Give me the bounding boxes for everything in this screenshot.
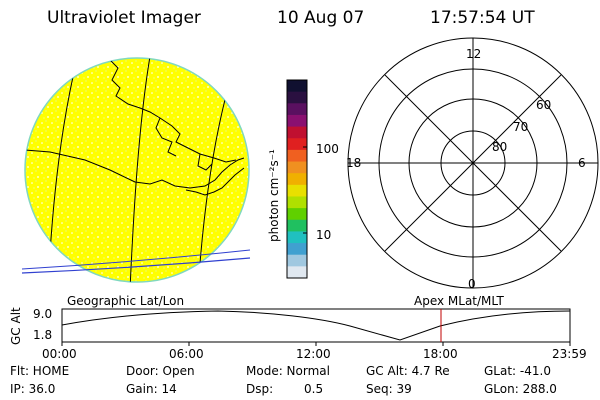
- altitude-tick-min: 1.8: [33, 328, 53, 342]
- seq-status: Seq: 39: [366, 382, 412, 396]
- date-label: 10 Aug 07: [277, 8, 365, 28]
- colorbar-tick-100: 100: [316, 142, 339, 156]
- colorbar-segment: [287, 184, 307, 197]
- colorbar: [286, 79, 308, 279]
- glat-status: GLat: -41.0: [484, 364, 551, 378]
- mode-status: Mode: Normal: [246, 364, 330, 378]
- altitude-plot: [61, 308, 571, 346]
- colorbar-segment: [287, 103, 307, 116]
- colorbar-segment: [287, 231, 307, 244]
- time-tick-0000: 00:00: [42, 347, 77, 361]
- geographic-disk: [21, 57, 251, 283]
- colorbar-frame: [286, 79, 308, 279]
- colorbar-segment: [287, 219, 307, 232]
- colorbar-segment: [287, 80, 307, 93]
- meridian-line: [129, 58, 153, 282]
- mlat-label-60: 60: [536, 98, 552, 112]
- polar-plot: [347, 37, 599, 289]
- time-tick-1800: 18:00: [423, 347, 458, 361]
- colorbar-segment: [287, 126, 307, 139]
- time-tick-2359: 23:59: [552, 347, 587, 361]
- door-status: Door: Open: [126, 364, 195, 378]
- gain-status: Gain: 14: [126, 382, 177, 396]
- mlat-label-70: 70: [513, 120, 529, 134]
- altitude-tick-max: 9.0: [33, 307, 53, 321]
- flight-status: Flt: HOME: [10, 364, 70, 378]
- mlt-label-6: 6: [578, 156, 586, 170]
- altitude-axis-label: GC Alt: [9, 307, 23, 345]
- colorbar-segment: [287, 243, 307, 256]
- colorbar-segment: [287, 196, 307, 209]
- altitude-plot-frame: [61, 308, 571, 343]
- geo-panel-label: Geographic Lat/Lon: [67, 294, 185, 308]
- colorbar-segment: [287, 254, 307, 267]
- colorbar-segment: [287, 114, 307, 128]
- dsp-label: Dsp:: [246, 382, 274, 396]
- mlt-label-0: 0: [468, 277, 476, 291]
- time-label: 17:57:54 UT: [430, 8, 535, 28]
- colorbar-segment: [287, 208, 307, 221]
- gc-alt-status: GC Alt: 4.7 Re: [366, 364, 450, 378]
- colorbar-segment: [287, 91, 307, 104]
- mlt-label-12: 12: [466, 47, 482, 61]
- altitude-curve: [61, 310, 571, 341]
- ip-status: IP: 36.0: [10, 382, 56, 396]
- colorbar-segment: [287, 266, 307, 279]
- colorbar-segment: [287, 173, 307, 186]
- polar-diagonal: [384, 74, 562, 252]
- polar-panel-label: Apex MLat/MLT: [414, 294, 504, 308]
- colorbar-tick-10: 10: [316, 228, 332, 242]
- dsp-value: 0.5: [304, 382, 324, 396]
- colorbar-segment: [287, 149, 307, 163]
- mlt-label-18: 18: [346, 156, 362, 170]
- colorbar-segment: [287, 138, 307, 151]
- mlat-label-80: 80: [492, 140, 508, 154]
- colorbar-unit-label: photon cm⁻²s⁻¹: [267, 149, 281, 242]
- instrument-title: Ultraviolet Imager: [47, 8, 201, 28]
- glon-status: GLon: 288.0: [484, 382, 557, 396]
- time-tick-1200: 12:00: [296, 347, 331, 361]
- time-tick-0600: 06:00: [169, 347, 204, 361]
- colorbar-segment: [287, 161, 307, 174]
